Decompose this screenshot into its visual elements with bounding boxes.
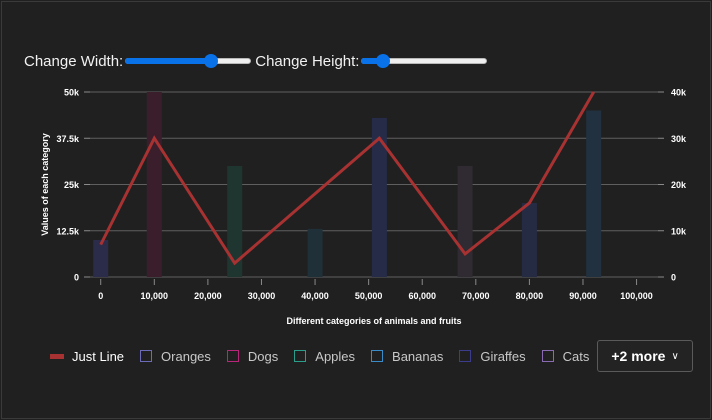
legend-item[interactable]: Bananas xyxy=(371,349,443,364)
x-tick-label: 100,000 xyxy=(620,291,653,301)
chart-legend: Just Line Oranges Dogs Apples Bananas Giraffe… xyxy=(50,340,693,372)
x-tick-label: 0 xyxy=(98,291,103,301)
y-axis-title: Values of each category xyxy=(40,133,50,236)
legend-item-label: Dogs xyxy=(247,348,279,364)
y2-tick-label: 30k xyxy=(671,134,687,144)
x-tick-label: 70,000 xyxy=(462,291,490,301)
legend-item[interactable]: Cats xyxy=(541,348,590,364)
legend-more-label: +2 more xyxy=(611,348,666,364)
bar xyxy=(307,228,323,277)
legend-box-swatch xyxy=(371,350,384,362)
x-tick-label: 40,000 xyxy=(301,291,329,301)
x-tick-label: 30,000 xyxy=(248,291,276,301)
height-slider-fill xyxy=(361,58,383,64)
legend-item[interactable]: Apples xyxy=(294,349,355,364)
legend-item-label: Bananas xyxy=(392,348,444,364)
height-slider-label: Change Height: xyxy=(255,52,360,70)
legend-item-label: Giraffes xyxy=(480,348,526,364)
x-tick-label: 20,000 xyxy=(194,291,222,301)
x-axis-title: Different categories of animals and frui… xyxy=(286,316,461,326)
legend-box-swatch xyxy=(541,350,554,362)
x-tick-label: 80,000 xyxy=(516,291,544,301)
y-tick-label: 0 xyxy=(74,273,79,283)
bar xyxy=(227,166,243,277)
legend-more-button[interactable]: +2 more ∨ xyxy=(597,340,693,372)
legend-item-label: Apples xyxy=(315,348,356,364)
legend-item[interactable]: Just Line xyxy=(50,349,124,364)
x-tick-label: 10,000 xyxy=(141,291,169,301)
y2-tick-label: 20k xyxy=(671,180,687,190)
legend-item[interactable]: Dogs xyxy=(226,348,279,364)
chevron-down-icon: ∨ xyxy=(671,350,679,362)
legend-item-label: Just Line xyxy=(72,348,125,364)
width-slider[interactable] xyxy=(125,54,252,68)
width-slider-label: Change Width: xyxy=(24,52,124,70)
bar xyxy=(371,117,387,278)
legend-box-swatch xyxy=(140,350,153,362)
x-tick-label: 60,000 xyxy=(408,291,436,301)
bar xyxy=(586,110,602,277)
y-tick-label: 25k xyxy=(64,180,80,190)
legend-box-swatch xyxy=(459,350,472,362)
y2-tick-label: 10k xyxy=(671,226,687,236)
line-series xyxy=(99,91,595,266)
legend-box-swatch xyxy=(226,350,239,362)
size-controls: Change Width: Change Height: xyxy=(24,50,491,72)
bar xyxy=(521,203,537,277)
y2-tick-label: 0 xyxy=(671,273,676,283)
y-tick-label: 50k xyxy=(64,88,80,98)
legend-item[interactable]: Oranges xyxy=(140,349,211,364)
width-slider-thumb[interactable] xyxy=(203,54,218,68)
x-tick-label: 90,000 xyxy=(569,291,597,301)
bar xyxy=(457,166,473,277)
legend-box-swatch xyxy=(294,350,307,362)
combo-chart: 0 12.5k 25k 37.5k 50k 0 10k 20k 30k 40k 0 10,000 20,… xyxy=(40,88,687,327)
legend-item[interactable]: Giraffes xyxy=(459,348,526,364)
height-slider[interactable] xyxy=(361,54,488,68)
bar xyxy=(93,240,109,277)
x-tick-label: 50,000 xyxy=(355,291,383,301)
width-slider-fill xyxy=(125,58,211,64)
y2-tick-label: 40k xyxy=(671,88,687,98)
y-tick-label: 37.5k xyxy=(56,134,80,144)
bar xyxy=(146,92,162,277)
y-tick-label: 12.5k xyxy=(56,226,80,236)
height-slider-thumb[interactable] xyxy=(375,54,390,68)
legend-line-swatch xyxy=(50,353,64,359)
legend-item-label: Cats xyxy=(562,348,590,364)
legend-item-label: Oranges xyxy=(161,348,211,364)
